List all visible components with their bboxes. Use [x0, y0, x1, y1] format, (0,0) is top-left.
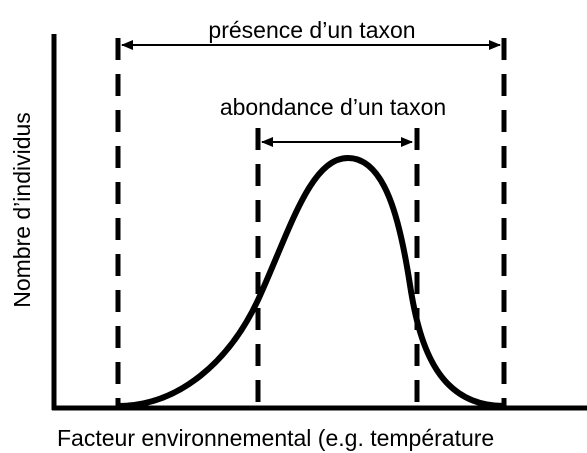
presence-label: présence d’un taxon — [208, 17, 415, 43]
curve — [117, 154, 505, 409]
x-axis-label: Facteur environnemental (e.g. températur… — [57, 425, 494, 451]
abondance-label: abondance d’un taxon — [220, 94, 446, 120]
dashed-lines — [115, 38, 507, 406]
y-axis-label: Nombre d’individus — [9, 112, 35, 308]
